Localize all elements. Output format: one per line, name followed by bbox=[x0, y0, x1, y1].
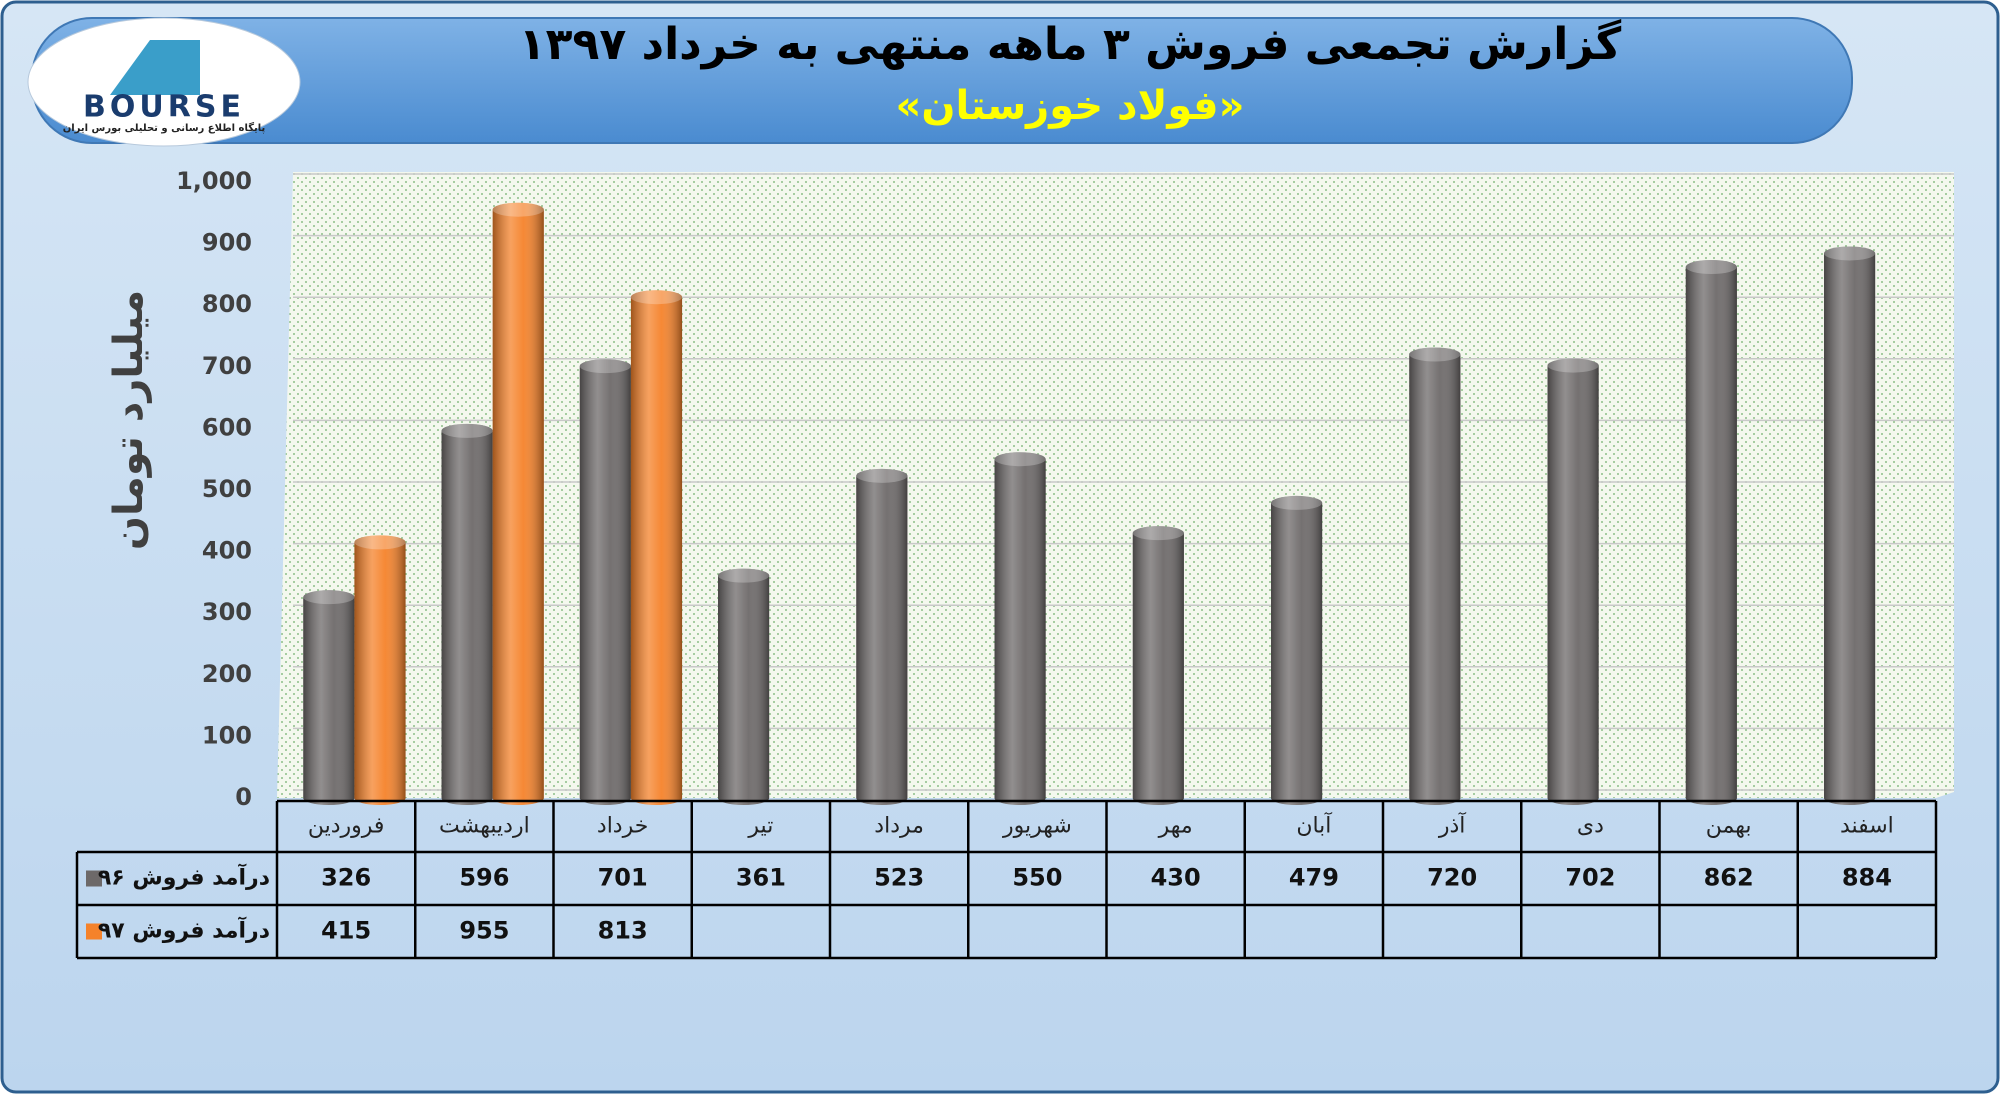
y-tick-label: 200 bbox=[202, 660, 252, 688]
chart-title: گزارش تجمعی فروش ۳ ماهه منتهی به خرداد ۱… bbox=[519, 18, 1622, 70]
x-tick-label: مهر bbox=[1158, 814, 1193, 839]
y-tick-label: 800 bbox=[202, 290, 252, 318]
table-value: 361 bbox=[736, 864, 786, 892]
legend-swatch bbox=[86, 870, 102, 887]
bar-shade bbox=[492, 202, 544, 806]
x-tick-label: آذر bbox=[1438, 812, 1466, 839]
bar-top bbox=[579, 359, 631, 374]
legend-label: درآمد فروش ۹۷ bbox=[98, 916, 270, 944]
bar-shade bbox=[856, 468, 908, 806]
y-tick-label: 100 bbox=[202, 721, 252, 749]
bar-shade bbox=[1685, 260, 1737, 806]
table-value: 415 bbox=[321, 917, 371, 945]
y-tick-label: 0 bbox=[235, 783, 252, 811]
x-tick-label: اردیبهشت bbox=[439, 814, 530, 839]
bar-top bbox=[441, 423, 493, 438]
legend-label: درآمد فروش ۹۶ bbox=[98, 863, 270, 891]
bar-top bbox=[718, 568, 770, 583]
bar-shade bbox=[994, 452, 1046, 805]
bar-shade bbox=[1132, 526, 1184, 806]
x-tick-label: شهریور bbox=[1002, 814, 1072, 839]
bar-top bbox=[354, 535, 406, 550]
bar-shade bbox=[354, 535, 406, 806]
bar-top bbox=[856, 468, 908, 483]
bar-shade bbox=[579, 359, 631, 805]
bar-top bbox=[1409, 347, 1461, 362]
bar-shade bbox=[1547, 358, 1599, 806]
table-value: 955 bbox=[459, 917, 509, 945]
bar-top bbox=[1824, 246, 1876, 261]
table-value: 479 bbox=[1289, 864, 1339, 892]
x-tick-label: خرداد bbox=[597, 814, 648, 839]
x-tick-label: فروردین bbox=[308, 814, 385, 839]
bar-top bbox=[1685, 260, 1737, 275]
bar-shade bbox=[630, 290, 683, 805]
x-tick-label: اسفند bbox=[1840, 814, 1894, 839]
bar-top bbox=[994, 452, 1046, 467]
y-tick-label: 300 bbox=[202, 598, 252, 626]
chart-subtitle: «فولاد خوزستان» bbox=[896, 83, 1245, 129]
table-value: 596 bbox=[459, 864, 509, 892]
bar-top bbox=[1547, 358, 1599, 373]
logo-tagline: پایگاه اطلاع رسانی و تحلیلی بورس ایران bbox=[63, 121, 266, 134]
table-value: 862 bbox=[1704, 864, 1754, 892]
table-value: 701 bbox=[598, 864, 648, 892]
table-value: 326 bbox=[321, 864, 371, 892]
bar-shade bbox=[718, 568, 770, 805]
plot-area bbox=[277, 172, 1954, 798]
y-tick-label: 400 bbox=[202, 537, 252, 565]
legend-swatch bbox=[86, 923, 102, 940]
logo-text: BOURSE bbox=[83, 90, 245, 125]
table-value: 720 bbox=[1427, 864, 1477, 892]
bar-top bbox=[1271, 495, 1323, 510]
table-value: 550 bbox=[1012, 864, 1062, 892]
table-value: 430 bbox=[1151, 864, 1201, 892]
bar-top bbox=[303, 590, 355, 605]
x-tick-label: تیر bbox=[747, 814, 773, 839]
x-tick-label: بهمن bbox=[1706, 814, 1752, 839]
y-tick-label: 1,000 bbox=[176, 167, 252, 195]
y-tick-label: 600 bbox=[202, 413, 252, 441]
bar-shade bbox=[1824, 246, 1876, 806]
bar-top bbox=[1132, 526, 1184, 541]
table-value: 523 bbox=[874, 864, 924, 892]
logo-mark bbox=[110, 40, 200, 95]
x-tick-label: آبان bbox=[1296, 812, 1332, 839]
bar-shade bbox=[1409, 347, 1461, 806]
bar-shade bbox=[303, 590, 355, 805]
y-tick-label: 700 bbox=[202, 352, 252, 380]
x-tick-label: دی bbox=[1577, 814, 1604, 839]
bar-top bbox=[492, 202, 544, 217]
y-tick-label: 900 bbox=[202, 229, 252, 257]
y-axis-label: میلیارد تومان bbox=[106, 290, 152, 550]
bar-shade bbox=[1271, 495, 1323, 806]
bar-top bbox=[630, 290, 683, 305]
x-tick-label: مرداد bbox=[874, 814, 924, 839]
bar-shade bbox=[441, 423, 493, 805]
table-value: 702 bbox=[1565, 864, 1615, 892]
y-tick-label: 500 bbox=[202, 475, 252, 503]
table-value: 884 bbox=[1842, 864, 1892, 892]
table-value: 813 bbox=[598, 917, 648, 945]
